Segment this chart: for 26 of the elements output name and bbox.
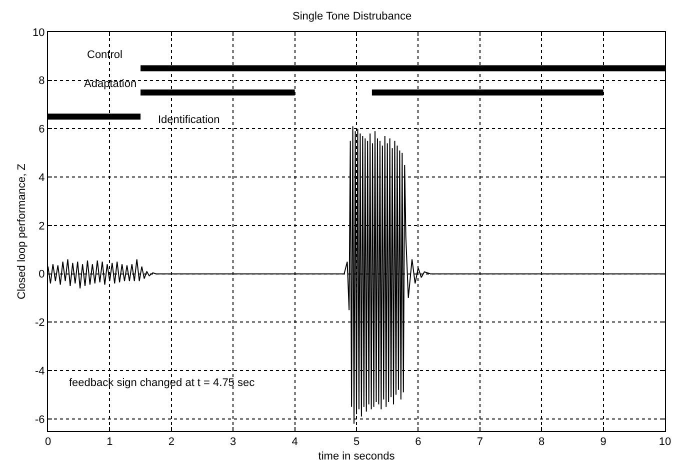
x-tick-label: 3 xyxy=(230,436,236,448)
y-tick-label: 8 xyxy=(38,75,45,88)
annotation: feedback sign changed at t = 4.75 sec xyxy=(69,377,256,389)
chart-title: Single Tone Distrubance xyxy=(292,10,412,22)
y-tick-label: 6 xyxy=(38,124,45,136)
y-tick-label: 4 xyxy=(38,172,45,184)
x-tick-label: 9 xyxy=(600,436,606,448)
x-tick-label: 4 xyxy=(292,436,298,448)
x-tick-label: 7 xyxy=(476,436,483,448)
x-axis-title: time in seconds xyxy=(318,450,396,462)
x-tick-label: 6 xyxy=(415,436,422,448)
series-label: Identification xyxy=(158,114,220,126)
y-tick-label: -6 xyxy=(35,414,45,426)
x-tick-label: 1 xyxy=(106,436,113,448)
y-tick-label: 10 xyxy=(32,26,45,39)
legend-label: Control xyxy=(87,49,122,61)
series-label: Adaptation xyxy=(84,78,137,90)
y-tick-label: 2 xyxy=(38,220,45,232)
x-tick-label: 2 xyxy=(168,436,174,448)
x-tick-label: 10 xyxy=(658,436,672,448)
y-tick-label: -4 xyxy=(35,365,45,378)
y-axis-title: Closed loop performance, Z xyxy=(16,163,28,300)
x-tick-label: 5 xyxy=(353,436,360,448)
x-tick-label: 8 xyxy=(538,436,545,448)
y-tick-label: 0 xyxy=(38,268,45,281)
y-tick-label: -2 xyxy=(35,317,45,330)
